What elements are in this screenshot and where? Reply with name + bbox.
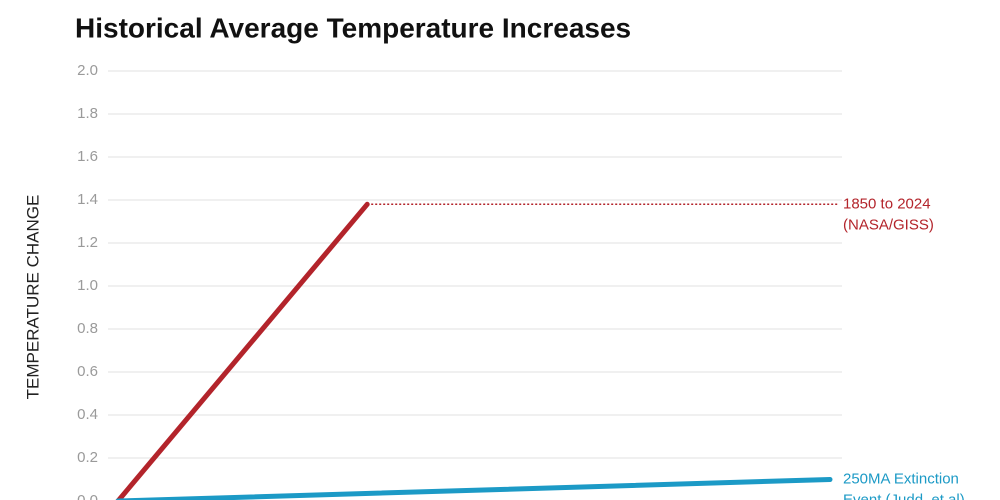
y-tick-label: 0.6 <box>77 363 98 380</box>
y-tick-label: 0.2 <box>77 449 98 466</box>
series-label: Event (Judd, et al) <box>843 491 965 500</box>
series-label: 1850 to 2024 <box>843 195 931 212</box>
series-line <box>115 201 370 500</box>
y-axis-label: TEMPERATURE CHANGE <box>23 195 42 400</box>
series-label: 250MA Extinction <box>843 470 959 487</box>
y-tick-label: 1.2 <box>77 234 98 251</box>
y-tick-label: 1.0 <box>77 277 98 294</box>
series-line <box>115 477 833 500</box>
chart-title: Historical Average Temperature Increases <box>75 12 631 43</box>
y-tick-label: 0.4 <box>77 406 98 423</box>
y-tick-label: 1.6 <box>77 148 98 165</box>
y-tick-label: 2.0 <box>77 62 98 79</box>
y-tick-label: 0.8 <box>77 320 98 337</box>
y-tick-label: 1.8 <box>77 105 98 122</box>
y-tick-label: 0.0 <box>77 492 98 500</box>
series-label: (NASA/GISS) <box>843 216 934 233</box>
y-tick-label: 1.4 <box>77 191 98 208</box>
